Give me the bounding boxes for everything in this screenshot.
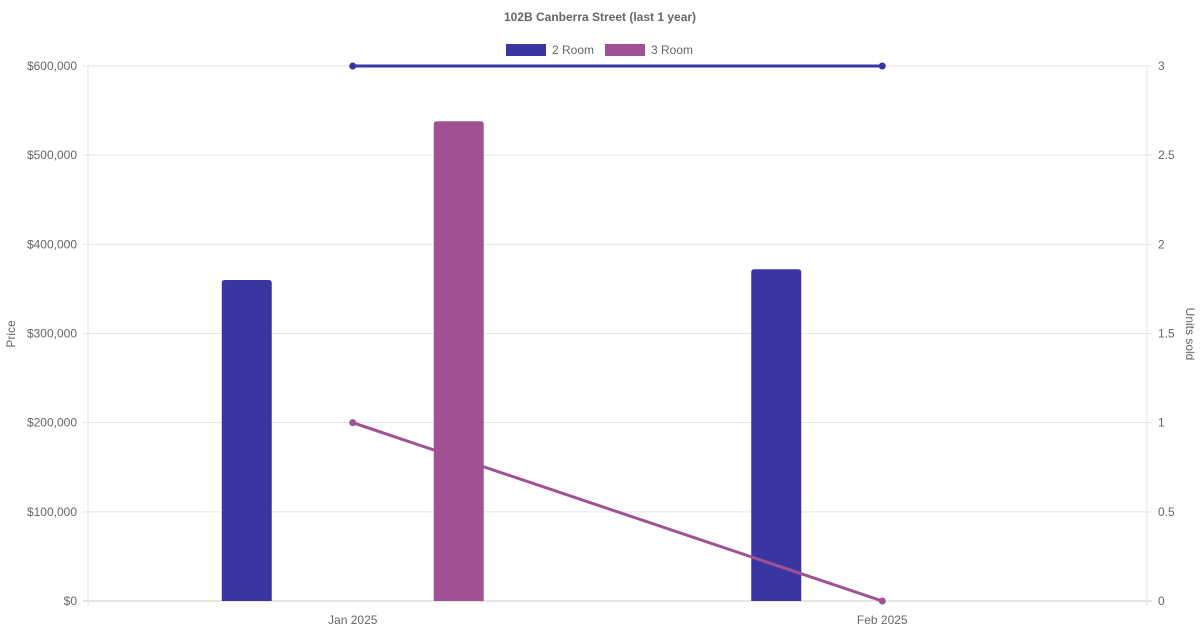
legend-swatch xyxy=(506,44,546,56)
chart-title: 102B Canberra Street (last 1 year) xyxy=(504,10,696,24)
legend-swatch xyxy=(605,44,645,56)
y-left-tick-label: $0 xyxy=(64,594,78,608)
bar-2-room xyxy=(751,269,802,601)
line-point xyxy=(349,419,357,427)
y-right-tick-label: 0.5 xyxy=(1158,505,1175,519)
y-axis-right-label: Units sold xyxy=(1183,308,1197,361)
axes: $0 0 $100,000 0.5 $200,000 1 $300,000 1.5 $400,0… xyxy=(27,59,1175,627)
y-left-tick-label: $300,000 xyxy=(27,327,77,341)
line-point xyxy=(878,62,886,70)
y-right-tick-label: 1.5 xyxy=(1158,327,1175,341)
legend-label: 3 Room xyxy=(651,43,693,57)
y-axis-left-label: Price xyxy=(4,320,18,348)
bar-2-room xyxy=(221,280,272,601)
y-left-tick-label: $500,000 xyxy=(27,148,77,162)
y-right-tick-label: 2 xyxy=(1158,237,1165,251)
y-left-tick-label: $600,000 xyxy=(27,59,77,73)
y-left-tick-label: $400,000 xyxy=(27,237,77,251)
y-left-tick-label: $200,000 xyxy=(27,416,77,430)
legend: 2 Room 3 Room xyxy=(506,43,693,57)
x-tick-label: Jan 2025 xyxy=(328,613,378,627)
line-point xyxy=(349,62,357,70)
y-right-tick-label: 1 xyxy=(1158,416,1165,430)
lines xyxy=(349,62,886,605)
line-point xyxy=(878,597,886,605)
y-left-tick-label: $100,000 xyxy=(27,505,77,519)
legend-label: 2 Room xyxy=(552,43,594,57)
bar-3-room xyxy=(433,121,484,602)
y-right-tick-label: 3 xyxy=(1158,59,1165,73)
y-right-tick-label: 2.5 xyxy=(1158,148,1175,162)
x-tick-label: Feb 2025 xyxy=(857,613,908,627)
bars xyxy=(221,121,802,602)
line-units-3-room xyxy=(352,421,883,603)
y-right-tick-label: 0 xyxy=(1158,594,1165,608)
